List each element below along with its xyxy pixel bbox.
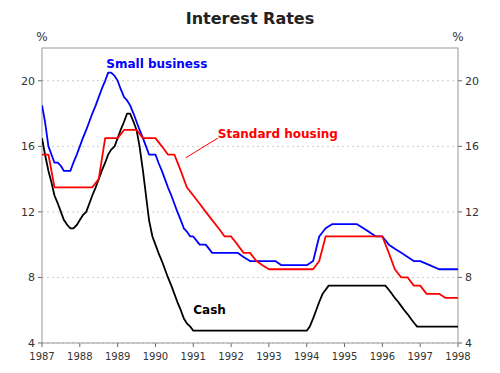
annotation: Small business: [106, 57, 207, 71]
y-tick: [38, 211, 42, 212]
y2-tick-label: 12: [465, 206, 479, 219]
x-tick: [193, 343, 194, 347]
x-tick-label: 1987: [29, 351, 54, 362]
y2-tick-label: 20: [465, 75, 479, 88]
grid-line: [42, 277, 458, 278]
y2-tick: [458, 211, 462, 212]
title: Interest Rates: [186, 9, 314, 28]
plot-frame: [42, 48, 458, 343]
y-axis-label: %: [36, 30, 47, 44]
y2-tick: [458, 277, 462, 278]
chart: 4 8 12 16 20 4 8 12 16 20 1987 1988 1989 1990 1991 1992…: [0, 0, 500, 373]
annotation: Standard housing: [218, 127, 338, 141]
series-line: [42, 130, 458, 298]
y-tick: [38, 343, 42, 344]
y-tick: [38, 80, 42, 81]
x-tick: [306, 343, 307, 347]
x-tick: [382, 343, 383, 347]
x-tick: [79, 343, 80, 347]
y2-axis-label: %: [452, 30, 463, 44]
background: [0, 0, 500, 373]
annotation: Cash: [193, 303, 226, 317]
y-tick-label: 16: [21, 140, 35, 153]
x-tick-label: 1993: [256, 351, 281, 362]
y2-tick: [458, 343, 462, 344]
series-line: [42, 73, 458, 270]
x-tick: [344, 343, 345, 347]
x-tick-label: 1991: [181, 351, 206, 362]
plot-area: [42, 73, 458, 331]
y-tick-label: 12: [21, 206, 35, 219]
x-tick: [231, 343, 232, 347]
y-tick-label: 4: [28, 337, 35, 350]
annotations: Small business Standard housing Cash: [106, 57, 338, 317]
y2-tick-label: 8: [465, 271, 472, 284]
x-tick-label: 1992: [218, 351, 243, 362]
y-tick-label: 20: [21, 75, 35, 88]
y-tick: [38, 146, 42, 147]
x-tick: [420, 343, 421, 347]
x-tick-label: 1989: [105, 351, 130, 362]
y-tick: [38, 277, 42, 278]
y2-tick-label: 4: [465, 337, 472, 350]
x-tick: [458, 343, 459, 347]
y2-tick: [458, 146, 462, 147]
y2-tick: [458, 80, 462, 81]
grid-line: [42, 211, 458, 212]
series-line: [42, 114, 458, 331]
x-tick: [268, 343, 269, 347]
annotation-connector: [186, 138, 218, 158]
x-tick: [42, 343, 43, 347]
y-tick-label: 8: [28, 271, 35, 284]
axes: 4 8 12 16 20 4 8 12 16 20 1987 1988 1989 1990 1991 1992…: [21, 48, 479, 362]
x-tick-label: 1997: [407, 351, 432, 362]
x-tick-label: 1998: [445, 351, 470, 362]
x-tick-label: 1990: [143, 351, 168, 362]
x-tick: [155, 343, 156, 347]
x-tick-label: 1996: [370, 351, 395, 362]
y2-tick-label: 16: [465, 140, 479, 153]
grid: [42, 81, 458, 343]
x-tick: [117, 343, 118, 347]
x-tick-label: 1988: [67, 351, 92, 362]
x-tick-label: 1994: [294, 351, 319, 362]
x-tick-label: 1995: [332, 351, 357, 362]
